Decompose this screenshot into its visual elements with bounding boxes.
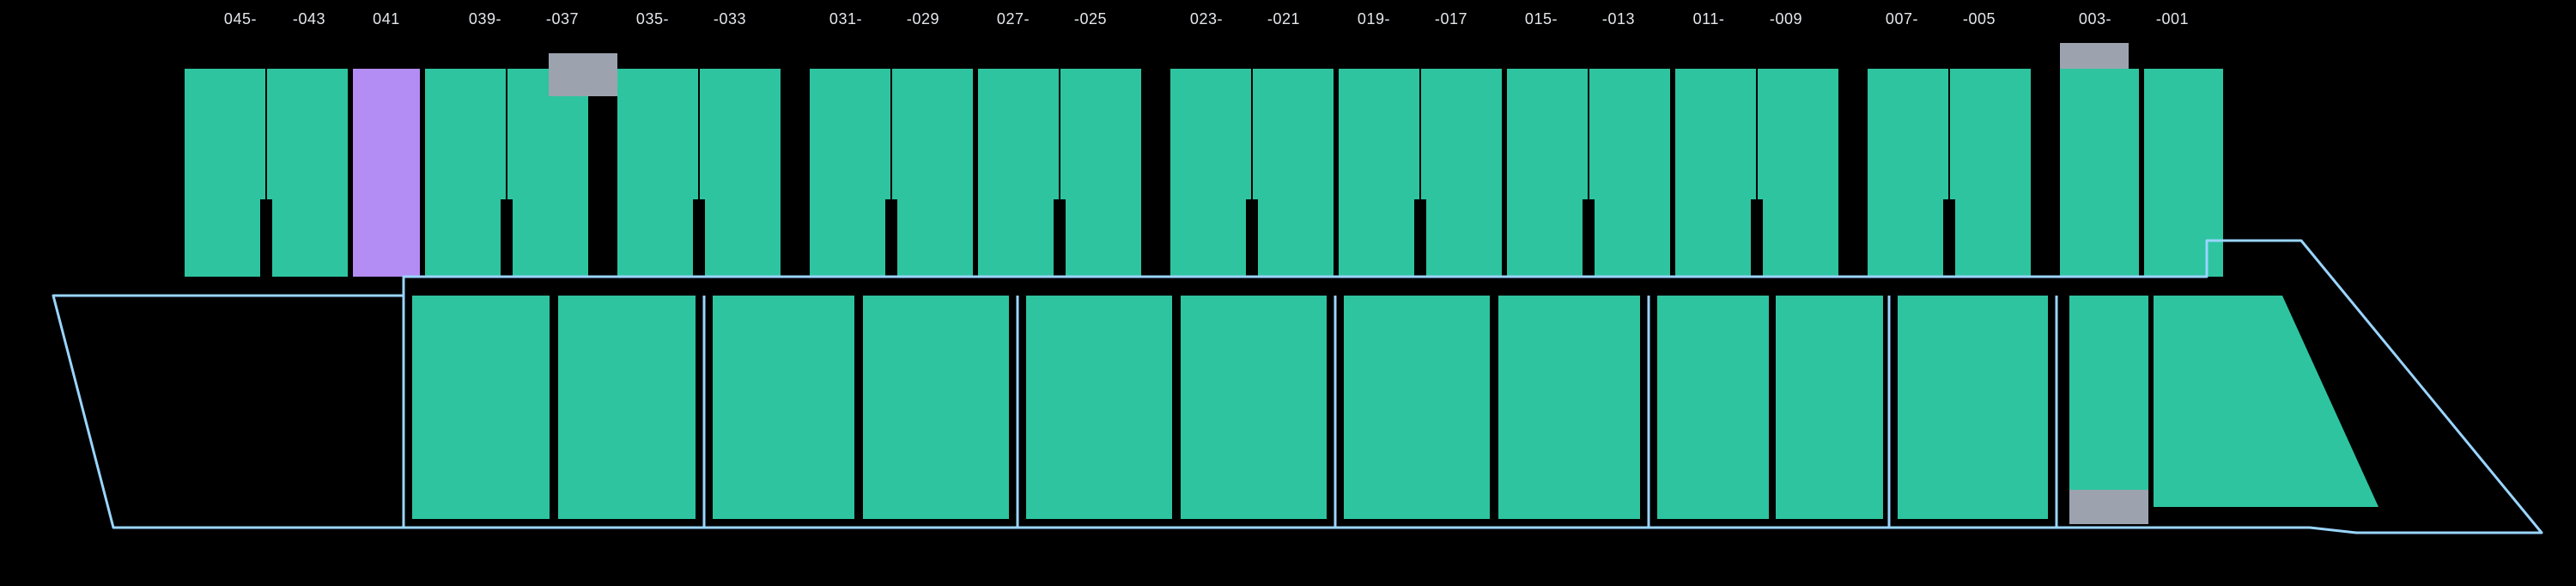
bot-R2[interactable] <box>2154 296 2379 507</box>
ship-bay-diagram: 045--043041039--037035--033031--029027--… <box>0 0 2576 586</box>
